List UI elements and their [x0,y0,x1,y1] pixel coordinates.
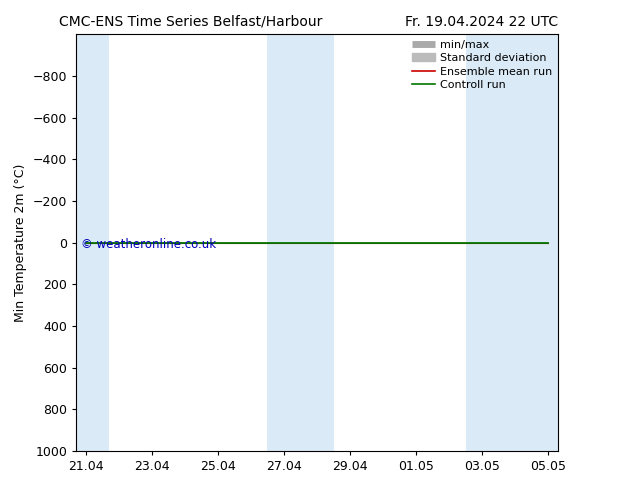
Bar [76,34,109,451]
Legend: min/max, Standard deviation, Ensemble mean run, Controll run: min/max, Standard deviation, Ensemble me… [412,40,552,90]
Y-axis label: Min Temperature 2m (°C): Min Temperature 2m (°C) [14,163,27,322]
Bar [268,34,333,451]
Text: © weatheronline.co.uk: © weatheronline.co.uk [81,238,216,251]
Bar [465,34,558,451]
Text: CMC-ENS Time Series Belfast/Harbour: CMC-ENS Time Series Belfast/Harbour [58,15,322,29]
Text: Fr. 19.04.2024 22 UTC: Fr. 19.04.2024 22 UTC [405,15,559,29]
